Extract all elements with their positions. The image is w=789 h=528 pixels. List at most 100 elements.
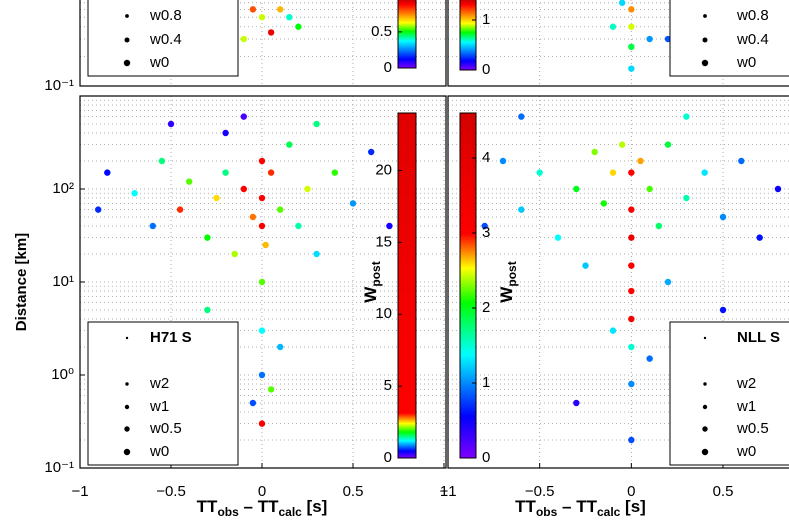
point [499,157,507,165]
legend-marker [125,336,129,340]
point [304,185,311,193]
y-tick-label: 10⁻¹ [44,77,74,94]
point [286,141,293,148]
legend-marker [703,14,707,18]
point [628,234,635,241]
point [628,169,635,176]
x-axis-label-part: calc [278,505,302,519]
point [222,129,229,137]
plot-frame [447,0,789,87]
colorbar-tick-label: 0.5 [371,23,392,40]
legend-entry: w0.8 [736,7,769,24]
x-tick-label: −0.5 [156,483,186,500]
point [582,262,589,269]
x-axis-label: TTobs – TTcalc [s] [197,497,328,519]
point [267,386,275,393]
point [368,148,375,156]
x-axis-label-part: calc [597,505,621,519]
legend-marker [703,382,707,386]
legend-marker [124,426,130,432]
y-tick-label: 10⁰ [51,366,74,383]
legend-box [87,0,239,77]
x-tick-label: 0 [627,483,635,500]
colorbar-tick-label: 5 [384,377,392,394]
legend-marker [702,404,708,410]
point [286,13,293,21]
point [277,6,284,13]
point [609,327,617,334]
x-axis-label-part: [s] [620,497,646,516]
y-tick-label: 10¹ [52,273,74,290]
point [628,23,635,30]
colorbar-label-part: post [369,261,383,286]
point [258,157,266,165]
point [240,35,247,43]
x-axis-label-part: – TT [239,497,279,516]
point [158,157,166,165]
legend-entry: w0.4 [149,31,182,48]
legend-marker [701,448,709,456]
point [591,148,598,156]
colorbar [397,112,417,459]
y-tick-label: 10² [52,180,74,197]
legend-entry: w1 [149,398,169,415]
point [313,250,320,258]
x-axis-label-part: [s] [302,497,328,516]
point [646,355,653,362]
legend-title: H71 S [150,329,192,346]
point [131,190,138,197]
point [267,169,275,176]
colorbar-label: Wpost [497,261,519,302]
point [481,222,488,230]
x-axis-label-part: TT [197,497,218,516]
x-axis-label-part: obs [536,505,558,519]
point [313,120,320,128]
x-axis-label-part: TT [515,497,536,516]
point [646,185,653,193]
legend-box [87,321,239,466]
point [609,169,617,176]
x-tick-label: −1 [71,483,88,500]
legend-entry: w0.8 [149,7,182,24]
x-axis-label-part: obs [217,505,239,519]
point [262,241,269,249]
y-tick-label: 10⁻¹ [44,459,74,476]
x-tick-label: −0.5 [525,483,555,500]
legend-entry: w0 [736,443,756,460]
point [258,222,266,230]
point [573,399,580,407]
point [213,194,220,202]
point [149,222,156,230]
plot-frame [79,0,447,87]
point [628,206,635,213]
point [240,185,247,193]
legend-box [669,0,789,77]
legend-marker [701,59,709,67]
legend-marker [703,336,707,340]
x-axis-label-part: – TT [557,497,597,516]
point [719,213,727,221]
legend-marker [123,448,131,456]
legend-entry: w2 [149,375,169,392]
colorbar-tick-label: 15 [375,233,392,250]
point [231,250,238,258]
colorbar-tick-label: 0 [384,449,392,466]
colorbar-label-part: post [505,261,519,286]
point [249,213,257,221]
point [554,234,562,241]
plot-frame [447,95,789,469]
legend-marker [124,404,130,410]
point [536,169,543,176]
point [186,178,193,185]
x-tick-label: −1 [439,483,456,500]
point [628,43,635,51]
point [104,169,111,176]
legend-entry: w0.5 [736,420,769,437]
colorbar-tick-label: 3 [482,224,490,241]
point [600,200,608,207]
point [628,380,635,388]
point [628,436,635,444]
legend-entry: w0.5 [149,420,182,437]
point [204,234,211,241]
